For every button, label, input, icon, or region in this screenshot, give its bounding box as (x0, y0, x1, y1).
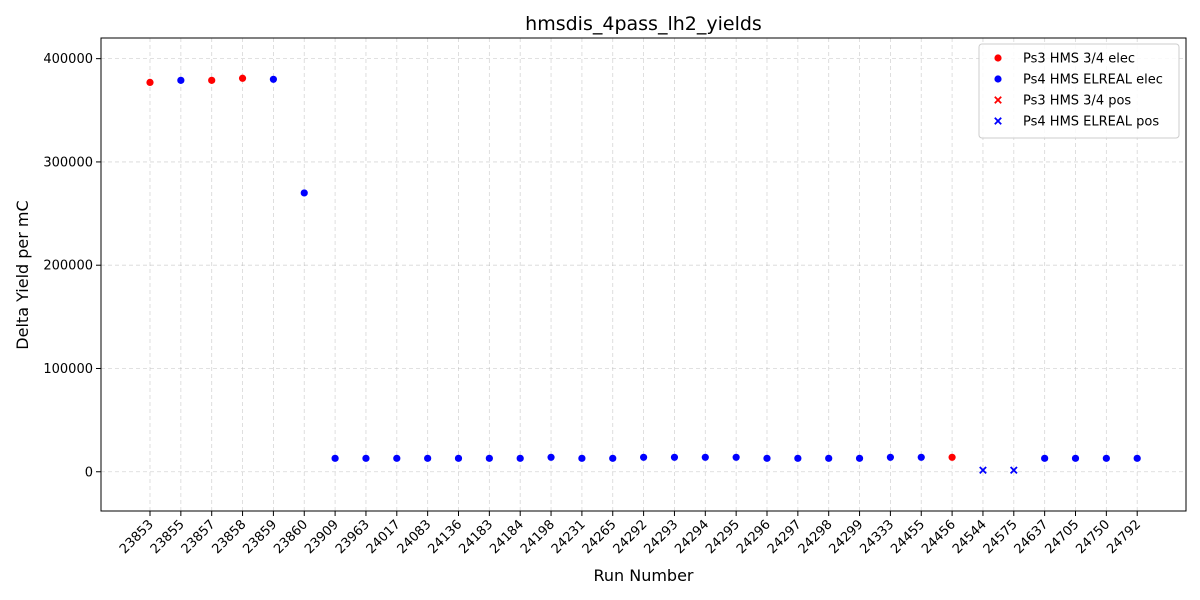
legend-label-0: Ps3 HMS 3/4 elec (1023, 52, 1135, 67)
data-point-series-0 (208, 76, 216, 84)
data-point-series-1 (1102, 454, 1110, 462)
data-point-series-1 (516, 454, 524, 462)
data-point-series-1 (393, 454, 401, 462)
legend-marker-0 (994, 54, 1002, 62)
y-tick-label: 400000 (43, 52, 93, 67)
y-axis-label: Delta Yield per mC (13, 200, 32, 349)
data-point-series-1 (578, 454, 586, 462)
data-point-series-1 (485, 454, 493, 462)
data-point-series-1 (670, 453, 679, 461)
data-point-series-1 (1071, 454, 1080, 462)
data-point-series-1 (609, 454, 617, 462)
legend-label-3: Ps4 HMS ELREAL pos (1023, 115, 1159, 130)
data-point-series-1 (794, 454, 802, 462)
data-point-series-1 (547, 453, 555, 461)
chart-title: hmsdis_4pass_lh2_yields (525, 13, 762, 35)
data-point-series-1 (269, 75, 277, 83)
data-point-series-1 (917, 453, 925, 461)
data-point-series-1 (1133, 454, 1141, 462)
data-point-series-1 (1041, 454, 1049, 462)
y-tick-label: 200000 (43, 259, 93, 274)
legend-marker-1 (994, 75, 1002, 83)
data-point-series-1 (640, 453, 648, 461)
data-point-series-0 (146, 78, 154, 87)
legend: Ps3 HMS 3/4 elec Ps4 HMS ELREAL elec Ps3 H… (978, 43, 1180, 139)
legend-box (978, 43, 1180, 139)
y-tick-label: 300000 (43, 155, 93, 170)
legend-marker-3 (994, 117, 1002, 125)
data-point-series-1 (701, 453, 709, 461)
data-point-series-1 (300, 189, 308, 197)
marker-stroke (979, 466, 987, 475)
legend-marker-2 (994, 96, 1002, 104)
marker-stroke (1009, 466, 1018, 475)
data-point-series-3 (979, 466, 987, 475)
data-point-series-1 (825, 454, 833, 462)
data-points (146, 74, 1141, 475)
data-point-series-1 (855, 454, 864, 462)
data-point-series-1 (763, 454, 771, 462)
x-axis-label: Run Number (593, 566, 693, 585)
marker-stroke (994, 117, 1002, 125)
data-point-series-1 (331, 454, 339, 462)
data-point-series-1 (732, 453, 740, 461)
y-tick-label: 100000 (43, 362, 93, 377)
data-point-series-1 (177, 76, 185, 84)
data-point-series-0 (238, 74, 247, 82)
legend-label-2: Ps3 HMS 3/4 pos (1023, 94, 1131, 109)
data-point-series-1 (424, 454, 432, 462)
data-point-series-3 (1009, 466, 1018, 475)
data-point-series-1 (454, 454, 463, 462)
data-point-series-0 (948, 453, 956, 461)
legend-label-1: Ps4 HMS ELREAL elec (1023, 73, 1163, 88)
data-point-series-1 (362, 454, 370, 462)
marker-stroke (994, 96, 1002, 104)
data-point-series-1 (886, 453, 895, 461)
y-tick-label: 0 (85, 465, 93, 480)
